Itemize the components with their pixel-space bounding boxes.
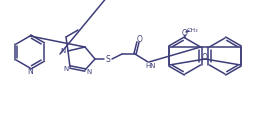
Text: N: N [27,66,33,75]
Text: HN: HN [146,62,156,68]
Text: N: N [60,48,66,54]
Text: S: S [106,55,110,64]
Text: N: N [86,68,92,74]
Text: O: O [182,28,188,37]
Text: CH₃: CH₃ [186,27,198,32]
Text: N: N [63,65,69,71]
Text: O: O [137,34,143,43]
Text: O: O [202,53,208,62]
